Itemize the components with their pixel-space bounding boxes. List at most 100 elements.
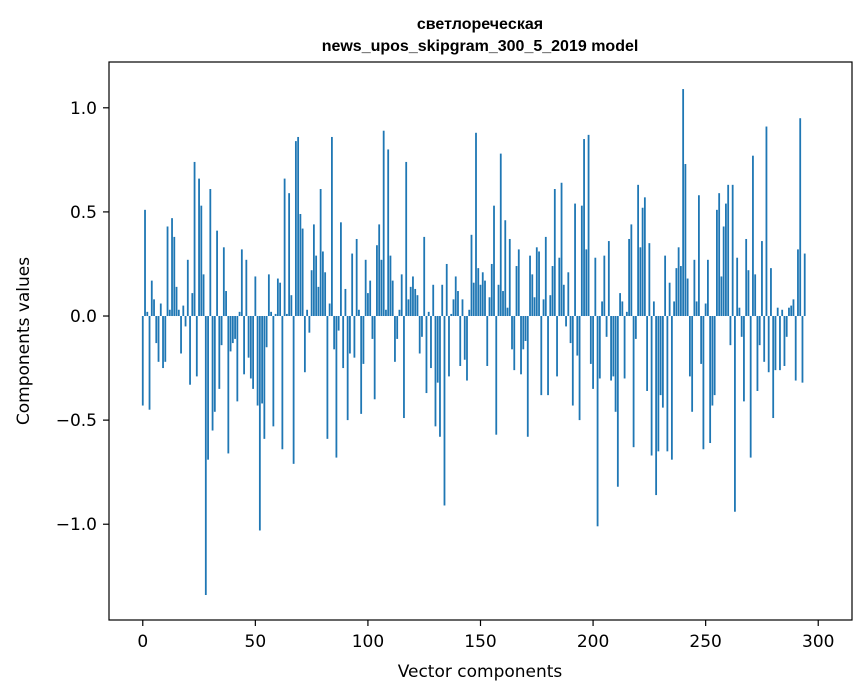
bar-160 bbox=[502, 291, 504, 317]
bar-24 bbox=[195, 316, 198, 377]
x-tick-label: 0 bbox=[137, 632, 148, 652]
bar-23 bbox=[193, 161, 196, 317]
bar-154 bbox=[488, 297, 491, 317]
x-axis-ticks: 0 50 100 150 200 250 300 bbox=[137, 620, 834, 652]
bar-111 bbox=[391, 280, 394, 317]
bar-5 bbox=[153, 299, 155, 317]
bar-93 bbox=[351, 253, 354, 317]
bar-252 bbox=[709, 316, 712, 444]
bar-257 bbox=[720, 276, 723, 317]
bar-224 bbox=[646, 316, 649, 391]
bar-169 bbox=[522, 316, 525, 350]
bar-243 bbox=[688, 316, 691, 377]
bar-240 bbox=[682, 89, 685, 317]
bar-286 bbox=[785, 316, 788, 337]
bar-56 bbox=[267, 274, 270, 317]
bar-152 bbox=[484, 280, 486, 317]
bar-107 bbox=[382, 130, 385, 317]
bar-8 bbox=[159, 303, 162, 317]
bar-112 bbox=[394, 316, 396, 362]
bar-81 bbox=[324, 272, 327, 317]
bar-90 bbox=[344, 288, 347, 317]
bar-237 bbox=[675, 268, 678, 317]
bar-9 bbox=[162, 316, 164, 369]
bar-43 bbox=[238, 311, 241, 317]
x-tick-label: 50 bbox=[245, 632, 267, 652]
bar-62 bbox=[281, 316, 284, 450]
bar-20 bbox=[186, 259, 189, 317]
bar-2 bbox=[146, 311, 149, 317]
bar-150 bbox=[479, 284, 482, 317]
bar-244 bbox=[691, 316, 694, 412]
bar-200 bbox=[592, 316, 594, 389]
bar-175 bbox=[535, 247, 538, 317]
bar-44 bbox=[240, 249, 243, 317]
bar-156 bbox=[493, 205, 495, 317]
bar-141 bbox=[459, 316, 462, 366]
bar-185 bbox=[558, 257, 561, 317]
bar-180 bbox=[547, 316, 549, 396]
bar-131 bbox=[436, 316, 439, 383]
bar-151 bbox=[481, 272, 484, 317]
bar-204 bbox=[601, 301, 603, 317]
bar-101 bbox=[369, 280, 372, 317]
bar-188 bbox=[565, 316, 567, 327]
bar-178 bbox=[542, 299, 545, 317]
bar-126 bbox=[425, 316, 428, 394]
bar-242 bbox=[686, 278, 689, 317]
bar-220 bbox=[637, 184, 640, 317]
bar-139 bbox=[454, 276, 457, 317]
bar-57 bbox=[270, 311, 273, 317]
y-tick-label: −0.5 bbox=[56, 411, 97, 431]
bar-245 bbox=[693, 259, 696, 317]
y-tick-label: −1.0 bbox=[56, 515, 97, 535]
bar-96 bbox=[358, 309, 360, 317]
bar-271 bbox=[752, 155, 754, 317]
bar-284 bbox=[781, 309, 784, 317]
bar-3 bbox=[148, 316, 151, 410]
bar-132 bbox=[439, 316, 441, 437]
bar-210 bbox=[614, 316, 617, 412]
bar-37 bbox=[225, 291, 227, 317]
x-tick-label: 250 bbox=[689, 632, 721, 652]
bar-168 bbox=[520, 316, 522, 375]
bar-167 bbox=[517, 249, 520, 317]
bar-173 bbox=[531, 274, 534, 317]
bar-22 bbox=[191, 293, 194, 317]
bar-114 bbox=[398, 309, 401, 317]
bar-206 bbox=[605, 316, 608, 337]
bar-158 bbox=[497, 284, 500, 317]
bar-45 bbox=[243, 316, 245, 375]
chart-title-line-2: news_upos_skipgram_300_5_2019 model bbox=[322, 38, 639, 55]
bar-75 bbox=[310, 270, 313, 317]
bar-275 bbox=[761, 241, 763, 317]
bar-102 bbox=[371, 316, 374, 339]
bar-40 bbox=[231, 316, 234, 344]
bar-109 bbox=[387, 149, 390, 317]
bar-256 bbox=[718, 193, 721, 317]
bar-84 bbox=[331, 136, 333, 317]
bar-165 bbox=[513, 316, 516, 371]
bar-120 bbox=[412, 276, 414, 317]
bar-294 bbox=[803, 253, 806, 317]
bar-48 bbox=[249, 316, 252, 379]
bar-281 bbox=[774, 316, 777, 371]
bar-278 bbox=[767, 316, 770, 373]
bar-41 bbox=[234, 316, 236, 339]
bar-127 bbox=[427, 311, 430, 317]
bar-219 bbox=[634, 316, 637, 339]
bar-227 bbox=[652, 301, 655, 317]
bar-130 bbox=[434, 316, 437, 427]
bar-10 bbox=[164, 316, 167, 362]
bar-155 bbox=[490, 263, 493, 317]
bar-217 bbox=[630, 224, 633, 317]
bar-98 bbox=[362, 316, 365, 364]
bar-106 bbox=[380, 259, 383, 317]
bar-231 bbox=[661, 316, 664, 408]
bar-63 bbox=[283, 178, 286, 317]
bar-65 bbox=[288, 193, 291, 317]
bar-137 bbox=[450, 313, 453, 317]
bar-105 bbox=[378, 224, 381, 317]
bar-250 bbox=[704, 303, 707, 317]
bar-195 bbox=[580, 205, 583, 317]
